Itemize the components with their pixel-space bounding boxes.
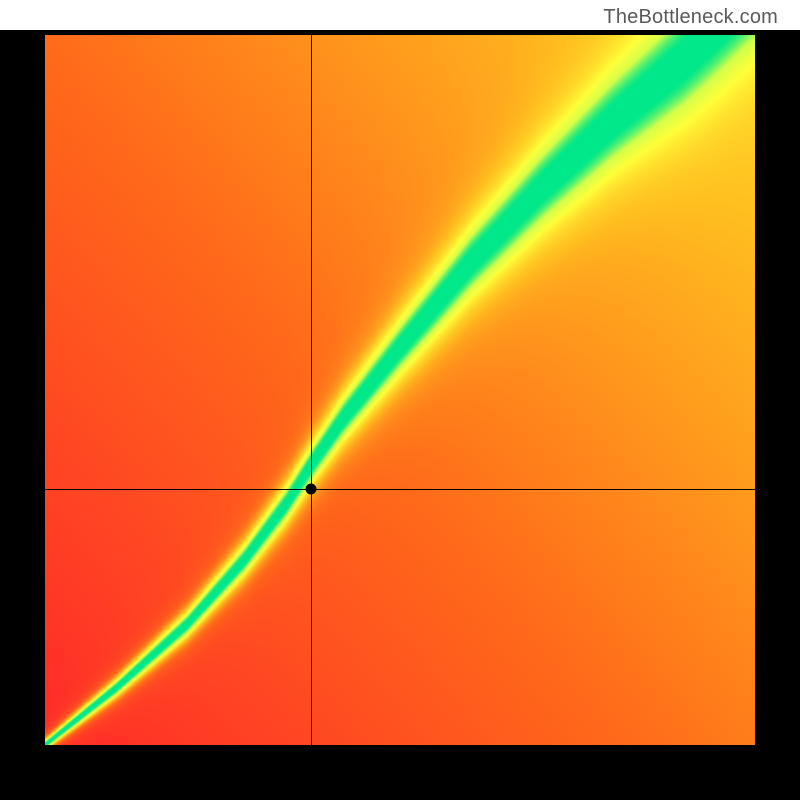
- watermark-text: TheBottleneck.com: [603, 6, 778, 29]
- crosshair-horizontal: [45, 489, 755, 490]
- crosshair-vertical: [311, 35, 312, 745]
- chart-frame: [0, 30, 800, 800]
- heatmap-canvas: [45, 35, 755, 745]
- crosshair-marker: [306, 484, 317, 495]
- heatmap-plot: [45, 35, 755, 745]
